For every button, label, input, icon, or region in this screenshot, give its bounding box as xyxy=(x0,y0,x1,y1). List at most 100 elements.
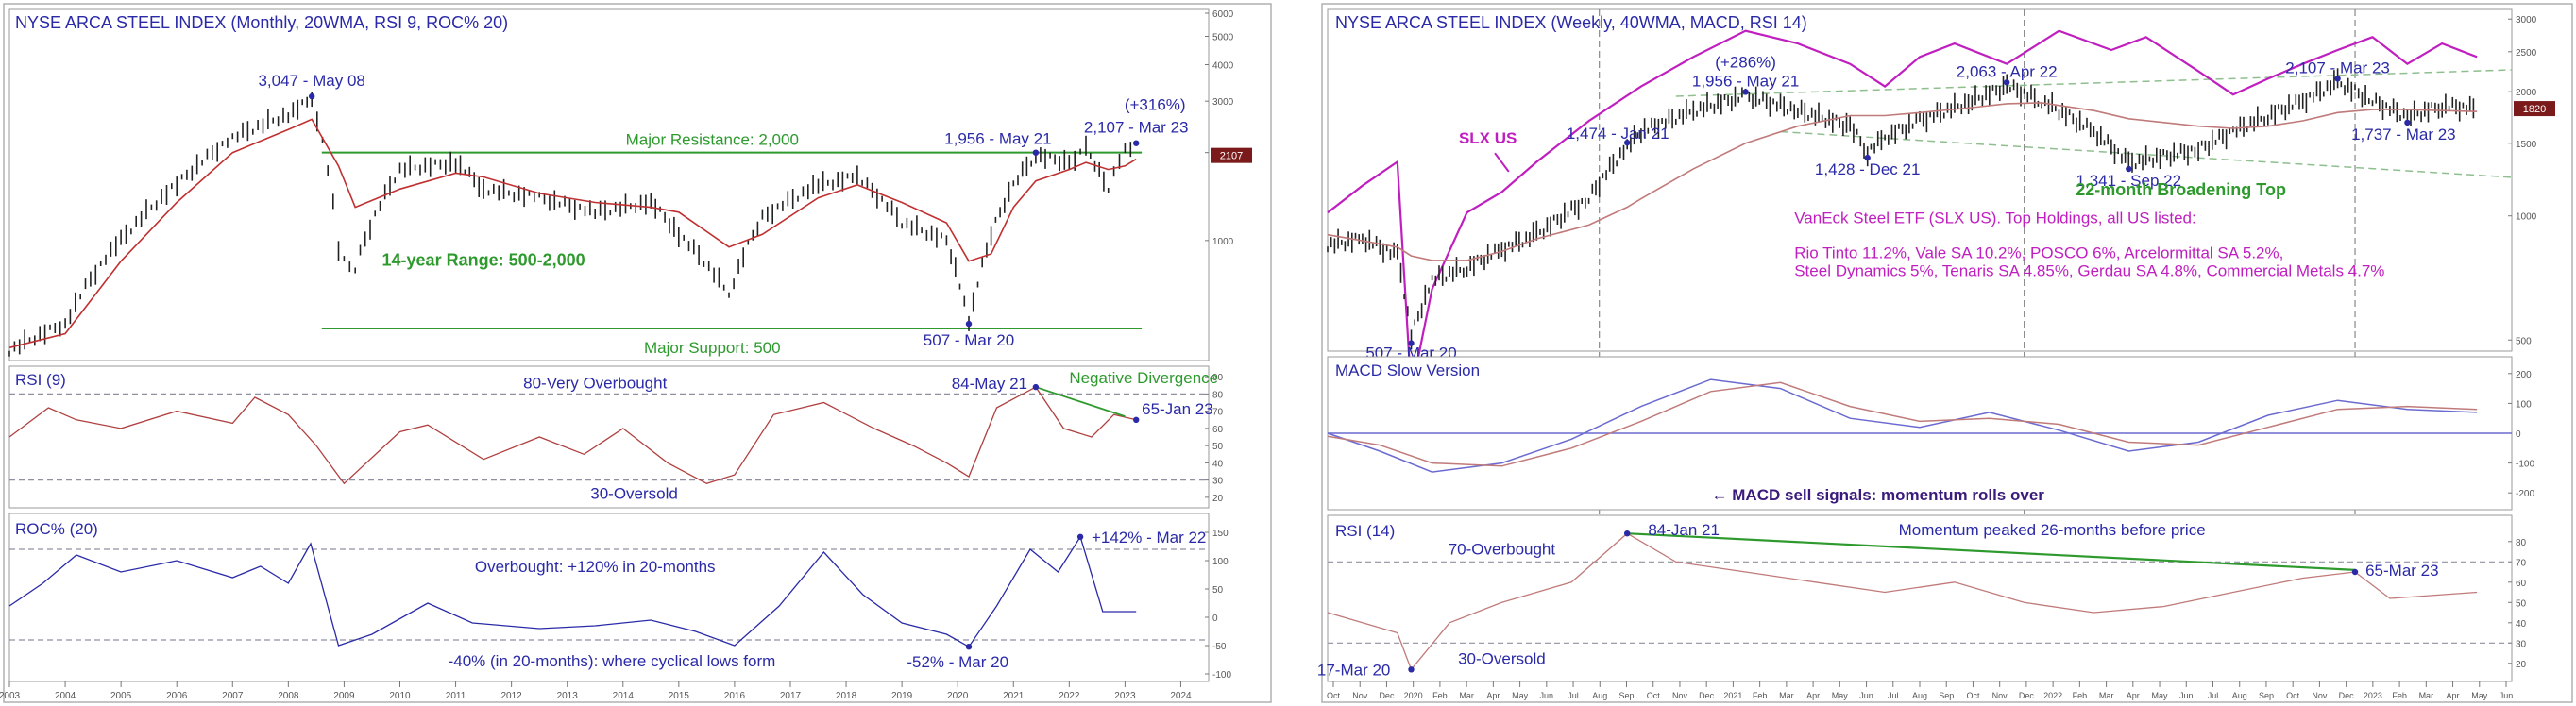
y-tick-label: 500 xyxy=(2516,336,2532,346)
y-tick-label: 200 xyxy=(2516,370,2532,380)
x-tick-label: Dec xyxy=(2339,691,2355,700)
y-tick-label: 3000 xyxy=(2516,15,2537,25)
left-roc-title: ROC% (20) xyxy=(15,520,98,538)
left-rsi-annotation: 65-Jan 23 xyxy=(1142,400,1213,418)
annotation-dot xyxy=(2334,76,2341,82)
right-chart-title: NYSE ARCA STEEL INDEX (Weekly, 40WMA, MA… xyxy=(1335,13,1807,32)
right-etf-info: VanEck Steel ETF (SLX US). Top Holdings,… xyxy=(1794,209,2196,227)
y-tick-label: -200 xyxy=(2516,489,2534,499)
x-tick-label: Dec xyxy=(1379,691,1395,700)
left-divergence-line xyxy=(1035,386,1126,417)
y-tick-label: 70 xyxy=(2516,558,2527,568)
left-x-axis: 2003 2004 2005 2006 2007 2008 2009 2010 2011 2012… xyxy=(0,681,1192,701)
x-tick-label: 2015 xyxy=(669,691,690,701)
right-price-annotation: 1,341 - Sep 22 xyxy=(2076,172,2182,190)
annotation-dot xyxy=(2351,568,2359,576)
x-tick-label: Sep xyxy=(1618,691,1634,700)
x-tick-label: 2021 xyxy=(1723,691,1742,700)
x-tick-label: Apr xyxy=(1806,691,1820,700)
y-tick-label: 3000 xyxy=(1212,97,1234,108)
right-macd-title: MACD Slow Version xyxy=(1335,361,1480,379)
left-roc-annotation: +142% - Mar 22 xyxy=(1092,529,1206,546)
x-tick-label: 2023 xyxy=(1114,691,1136,701)
right-price-annotation: 2,107 - Mar 23 xyxy=(2285,59,2390,76)
right-macd-signal-line xyxy=(1327,381,2478,467)
y-tick-label: 60 xyxy=(2516,579,2527,589)
left-roc-line xyxy=(8,535,1137,648)
y-tick-label: 0 xyxy=(2516,429,2521,440)
x-tick-label: 2020 xyxy=(1404,691,1423,700)
x-tick-label: Jul xyxy=(2208,691,2219,700)
x-tick-label: Feb xyxy=(2073,691,2088,700)
x-tick-label: 2007 xyxy=(222,691,244,701)
y-tick-label: 50 xyxy=(2516,598,2527,609)
right-rsi-overbought-label: 70-Overbought xyxy=(1449,540,1556,558)
y-tick-label: 100 xyxy=(2516,399,2532,410)
left-last-value-badge xyxy=(1211,147,1252,163)
right-rsi-y-axis: 80 70 60 50 40 30 20 xyxy=(2508,538,2527,670)
annotation-dot xyxy=(1133,140,1140,146)
x-tick-label: 2013 xyxy=(557,691,579,701)
annotation-dot xyxy=(1624,530,1631,537)
x-tick-label: Mar xyxy=(2099,691,2114,700)
x-tick-label: 2019 xyxy=(891,691,913,701)
x-tick-label: May xyxy=(2152,691,2169,700)
x-tick-label: 2014 xyxy=(613,691,635,701)
y-tick-label: 5000 xyxy=(1212,33,1234,43)
chart-left: 600050004000300020001000NYSE ARCA STEEL … xyxy=(0,3,1272,703)
y-tick-label: 1500 xyxy=(2516,140,2537,150)
y-tick-label: 30 xyxy=(2516,639,2527,649)
annotation-dot xyxy=(2004,79,2010,86)
x-tick-label: May xyxy=(1832,691,1849,700)
annotation-dot xyxy=(1624,139,1631,146)
x-tick-label: Aug xyxy=(2232,691,2247,700)
x-tick-label: 2003 xyxy=(0,691,21,701)
right-slx-arrow xyxy=(1494,152,1510,173)
x-tick-label: Dec xyxy=(1699,691,1715,700)
right-last-value-badge xyxy=(2514,101,2555,117)
left-rsi-divergence-label: Negative Divergence xyxy=(1069,369,1218,387)
x-tick-label: Oct xyxy=(1966,691,1980,700)
x-tick-label: May xyxy=(1512,691,1529,700)
x-tick-label: Sep xyxy=(2259,691,2274,700)
x-tick-label: Nov xyxy=(1672,691,1688,700)
x-tick-label: 2009 xyxy=(333,691,355,701)
right-rsi-line xyxy=(1327,532,2478,671)
right-rsi-annotation: 65-Mar 23 xyxy=(2365,562,2438,580)
x-tick-label: Apr xyxy=(2127,691,2140,700)
right-rsi-oversold-label: 30-Oversold xyxy=(1458,649,1546,667)
x-tick-label: Aug xyxy=(1592,691,1607,700)
right-rsi-momentum-label: Momentum peaked 26-months before price xyxy=(1899,521,2206,539)
x-tick-label: 2010 xyxy=(389,691,411,701)
x-tick-label: Nov xyxy=(2312,691,2328,700)
annotation-dot xyxy=(1408,340,1415,346)
annotation-dot xyxy=(309,92,315,100)
y-tick-label: 80 xyxy=(2516,538,2527,548)
right-price-annotation: 1,737 - Mar 23 xyxy=(2351,126,2456,143)
y-tick-label: 50 xyxy=(1212,442,1224,452)
right-price-annotation: 1,474 - Jan 21 xyxy=(1567,125,1669,143)
annotation-dot xyxy=(1133,416,1140,423)
x-tick-label: 2022 xyxy=(1059,691,1080,701)
y-tick-label: 100 xyxy=(1212,557,1229,567)
y-tick-label: -50 xyxy=(1212,642,1227,652)
x-tick-label: 2024 xyxy=(1170,691,1192,701)
x-tick-label: Dec xyxy=(2019,691,2035,700)
left-range-label: 14-year Range: 500-2,000 xyxy=(382,251,585,270)
right-rsi-title: RSI (14) xyxy=(1335,522,1395,540)
right-slx-line xyxy=(1327,29,2478,393)
left-price-annotation: (+316%) xyxy=(1125,96,1186,114)
x-tick-label: Feb xyxy=(2392,691,2407,700)
x-tick-label: Mar xyxy=(2419,691,2434,700)
x-tick-label: Feb xyxy=(1432,691,1448,700)
x-tick-label: Feb xyxy=(1753,691,1768,700)
right-price-y-axis: 3000 2500 2000 1500 1000 500 xyxy=(2508,15,2537,346)
annotation-dot xyxy=(1408,666,1415,673)
right-slx-label: SLX US xyxy=(1459,129,1517,147)
x-tick-label: Jun xyxy=(1540,691,1554,700)
x-tick-label: Jun xyxy=(2500,691,2514,700)
annotation-dot xyxy=(1742,89,1749,95)
y-tick-label: 1000 xyxy=(2516,212,2537,223)
x-tick-label: Oct xyxy=(1327,691,1341,700)
